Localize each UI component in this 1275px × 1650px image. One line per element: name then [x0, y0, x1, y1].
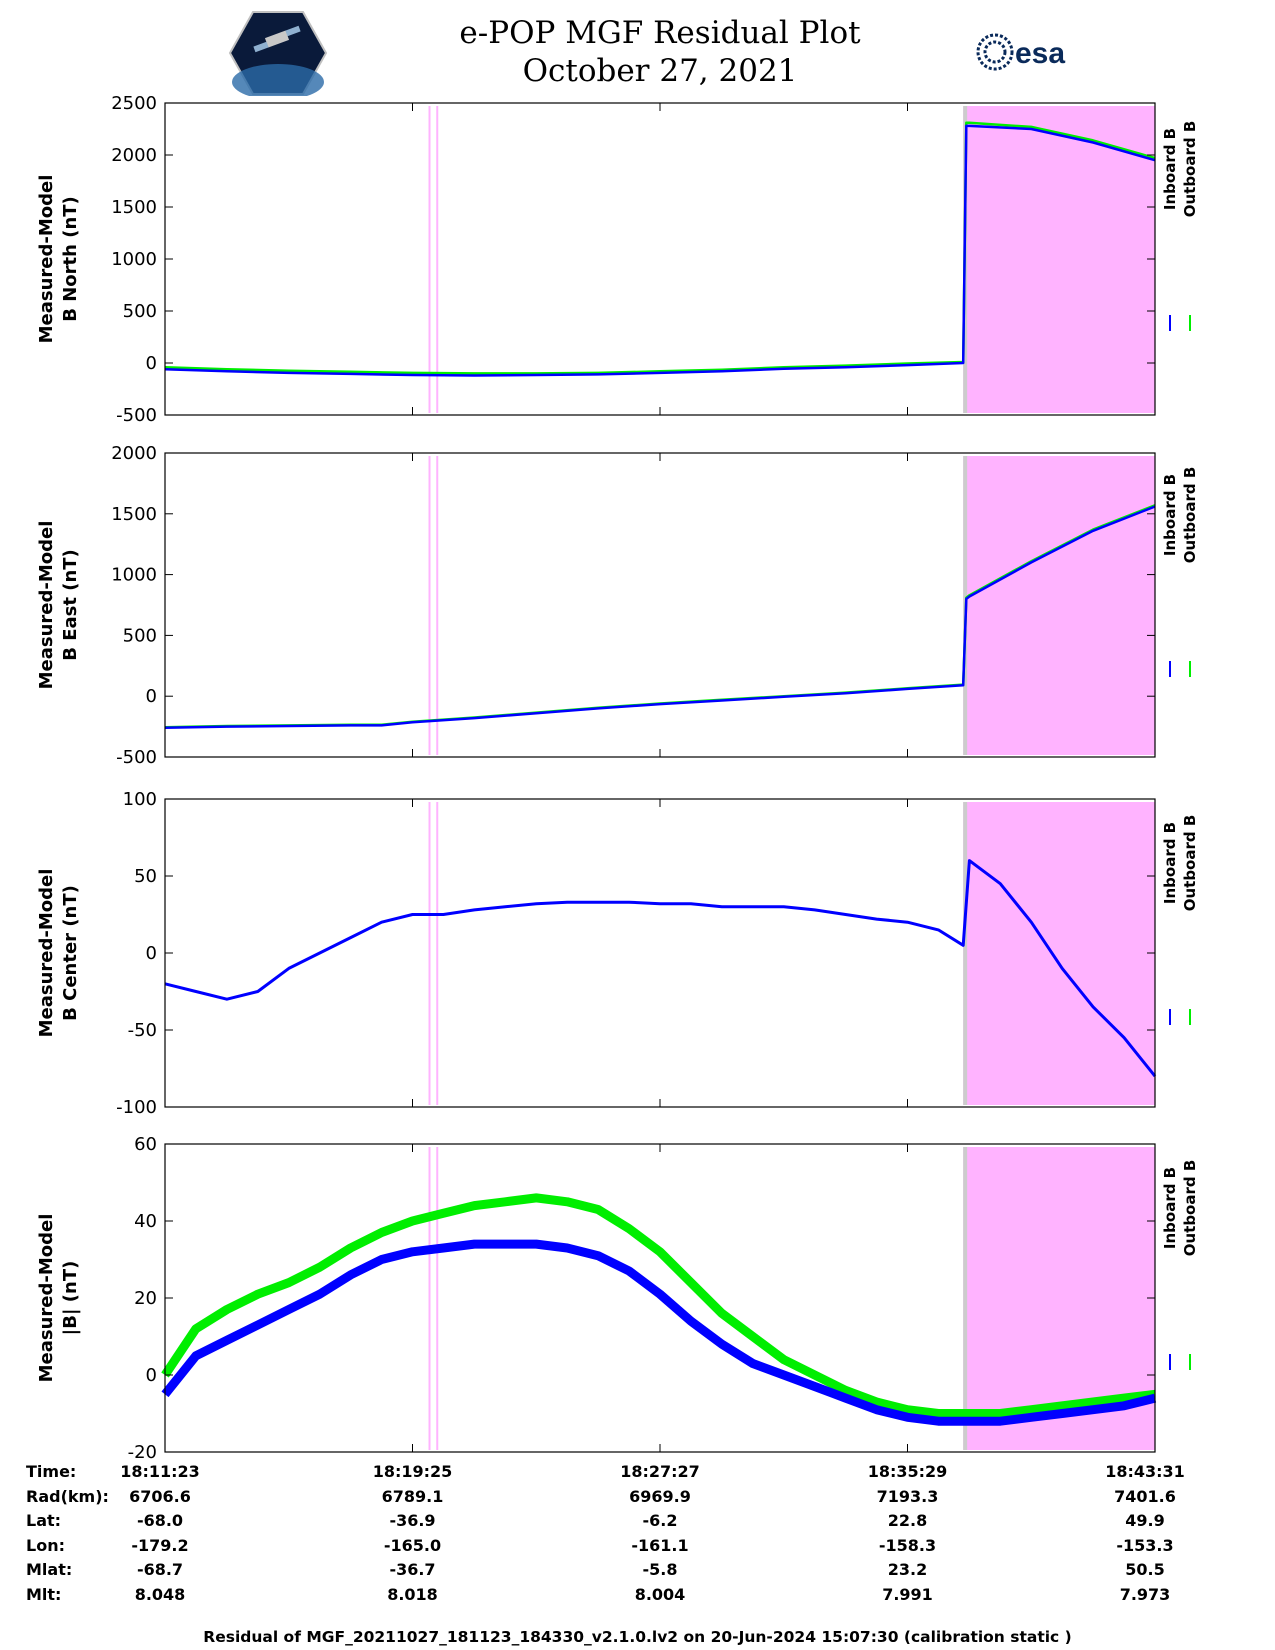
series-line-inboard-b — [164, 505, 1156, 730]
y-tick-label: 0 — [146, 1365, 157, 1386]
ephemeris-value: 18:11:23 — [120, 1462, 200, 1481]
ephemeris-value: 50.5 — [1125, 1560, 1165, 1579]
y-axis-label: B Center (nT) — [60, 885, 81, 1021]
ephemeris-value: 7401.6 — [1114, 1486, 1176, 1506]
y-tick-label: 40 — [134, 1211, 157, 1232]
shaded-region — [963, 456, 1155, 755]
ephemeris-table: Time: Rad(km): Lat: Lon: Mlat: Mlt: 18:11:23 67… — [0, 1462, 1275, 1612]
y-tick-label: 20 — [134, 1288, 157, 1309]
y-tick-label: 0 — [146, 353, 157, 374]
y-axis-label: |B| (nT) — [60, 1261, 81, 1336]
legend-label: Outboard B — [1181, 467, 1199, 564]
legend-label: Inboard B — [1161, 474, 1179, 556]
y-tick-label: -20 — [128, 1442, 157, 1460]
esa-logo-text: esa — [1015, 37, 1065, 70]
ephemeris-row-label: Lon: — [26, 1535, 65, 1555]
y-tick-label: -100 — [116, 1097, 157, 1118]
ephemeris-value: 8.048 — [134, 1584, 186, 1604]
shaded-region-edge — [963, 1147, 968, 1450]
y-tick-label: -50 — [128, 1020, 157, 1041]
legend-label: Outboard B — [1181, 815, 1199, 912]
footer-caption: Residual of MGF_20211027_181123_184330_v… — [203, 1628, 1072, 1646]
ephemeris-value: -158.3 — [878, 1535, 937, 1555]
y-axis-label: Measured-Model — [36, 1214, 57, 1383]
shaded-region — [963, 106, 1155, 413]
series-line-outboard-b — [161, 1193, 1156, 1418]
ephemeris-value: -153.3 — [1116, 1535, 1174, 1555]
ephemeris-row-label: Lat: — [26, 1511, 62, 1530]
ephemeris-value: 22.8 — [887, 1511, 928, 1530]
ephemeris-value: 6789.1 — [381, 1486, 444, 1506]
y-axis-label: B North (nT) — [60, 196, 81, 322]
ephemeris-value: 8.018 — [387, 1584, 438, 1604]
ephemeris-value: 18:43:31 — [1105, 1462, 1185, 1481]
y-tick-label: 1000 — [111, 565, 157, 586]
y-tick-label: 500 — [123, 301, 157, 322]
y-axis-label: B East (nT) — [60, 549, 81, 661]
ephemeris-value: 6969.9 — [629, 1486, 691, 1506]
ephemeris-value: 18:19:25 — [372, 1462, 453, 1481]
ephemeris-row-label: Rad(km): — [26, 1486, 109, 1506]
ephemeris-value: -68.7 — [136, 1560, 184, 1579]
legend-label: Outboard B — [1181, 121, 1199, 218]
y-tick-label: 2000 — [111, 443, 157, 464]
panel-3: -100 -50 0 50 100 Measured-Model B Center (nT)… — [36, 789, 1199, 1118]
shaded-region — [963, 802, 1155, 1105]
ephemeris-value: 49.9 — [1125, 1511, 1165, 1530]
legend-label: Inboard B — [1161, 822, 1179, 904]
ephemeris-row-label: Mlt: — [26, 1584, 62, 1604]
legend-label: Outboard B — [1181, 1160, 1199, 1257]
ephemeris-value: -68.0 — [136, 1511, 184, 1530]
legend-label: Inboard B — [1161, 1167, 1179, 1249]
y-tick-label: 100 — [123, 789, 157, 810]
ephemeris-value: -5.8 — [642, 1560, 678, 1579]
y-axis-label: Measured-Model — [36, 521, 57, 690]
ephemeris-value: -36.7 — [389, 1560, 436, 1579]
ephemeris-row-label: Mlat: — [26, 1560, 73, 1579]
ephemeris-value: -36.9 — [389, 1511, 436, 1530]
y-tick-label: -500 — [116, 405, 157, 426]
panel-2: -500 0 500 1000 1500 2000 Measured-Model B East… — [36, 443, 1199, 768]
ephemeris-value: 7.991 — [882, 1584, 933, 1604]
y-tick-label: 1500 — [111, 504, 157, 525]
ephemeris-value: 7.973 — [1119, 1584, 1171, 1604]
page-title: e-POP MGF Residual Plot October 27, 2021 — [380, 14, 940, 90]
ephemeris-value: -6.2 — [642, 1511, 678, 1530]
shaded-region-edge — [963, 802, 968, 1105]
series-line-outboard-b — [164, 121, 1156, 375]
panel-1: -500 0 500 1000 1500 2000 2500 Measured-Model B … — [36, 93, 1199, 426]
y-axis-label: Measured-Model — [36, 869, 57, 1038]
ephemeris-value: 18:27:27 — [620, 1462, 700, 1481]
plot-title: e-POP MGF Residual Plot — [459, 15, 861, 51]
ephemeris-value: -179.2 — [131, 1535, 189, 1555]
mission-logo — [228, 11, 328, 96]
series-line-inboard-b — [164, 124, 1156, 377]
ephemeris-row-label: Time: — [26, 1462, 77, 1481]
plot-date: October 27, 2021 — [522, 53, 798, 89]
ephemeris-value: 7193.3 — [876, 1486, 939, 1506]
y-tick-label: 1500 — [111, 197, 157, 218]
ephemeris-value: -161.1 — [631, 1535, 689, 1555]
ephemeris-value: 8.004 — [634, 1584, 686, 1604]
ephemeris-value: 6706.6 — [129, 1486, 191, 1506]
y-tick-label: 500 — [123, 625, 157, 646]
y-axis-label: Measured-Model — [36, 175, 57, 344]
series-line-inboard-b — [164, 859, 1157, 1078]
ephemeris-value: 18:35:29 — [867, 1462, 948, 1481]
y-tick-label: 0 — [146, 686, 157, 707]
series-line-inboard-b — [161, 1239, 1157, 1426]
esa-logo: esa — [976, 33, 1065, 71]
y-tick-label: 2000 — [111, 145, 157, 166]
y-tick-label: 1000 — [111, 249, 157, 270]
y-tick-label: 50 — [134, 866, 157, 887]
y-tick-label: 0 — [146, 943, 157, 964]
panel-4: -20 0 20 40 60 Measured-Model |B| (nT) Inboard … — [36, 1134, 1199, 1460]
ephemeris-value: 23.2 — [887, 1560, 928, 1579]
y-tick-label: 2500 — [111, 93, 157, 114]
y-tick-label: 60 — [134, 1134, 157, 1155]
y-tick-label: -500 — [116, 747, 157, 768]
legend-label: Inboard B — [1161, 128, 1179, 210]
ephemeris-value: -165.0 — [383, 1535, 442, 1555]
